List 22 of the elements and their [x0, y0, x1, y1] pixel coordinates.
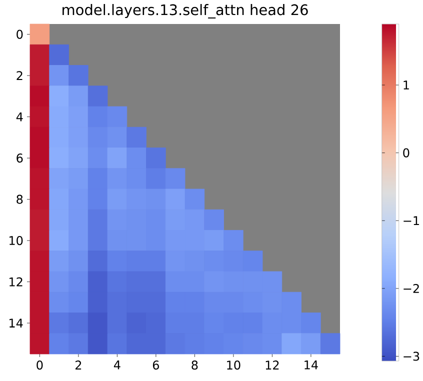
chart-title: model.layers.13.self_attn head 26 — [62, 4, 308, 18]
color-bar-label: −1 — [404, 216, 419, 226]
y-tick-label: 10 — [10, 236, 23, 246]
color-bar-label: −3 — [404, 352, 420, 361]
y-tick-label: 12 — [10, 277, 22, 286]
x-tick-label: 6 — [152, 360, 160, 370]
x-tick-label: 10 — [227, 360, 240, 370]
x-tick-label: 0 — [36, 360, 43, 370]
y-tick-label: 8 — [16, 194, 23, 204]
y-tick-label: 6 — [16, 154, 23, 163]
x-tick-label: 4 — [114, 360, 120, 370]
y-tick-label: 14 — [10, 318, 23, 328]
x-tick-label: 2 — [76, 360, 82, 370]
x-tick-label: 8 — [192, 360, 198, 370]
color-bar-label: 0 — [403, 148, 410, 158]
color-bar-label: −2 — [404, 284, 419, 293]
y-tick-label: 4 — [16, 112, 23, 122]
y-tick-label: 2 — [16, 71, 22, 80]
color-bar-label: 1 — [404, 80, 409, 90]
x-tick-label: 12 — [266, 360, 279, 370]
y-tick-label: 0 — [16, 30, 23, 39]
x-tick-label: 14 — [304, 360, 318, 370]
